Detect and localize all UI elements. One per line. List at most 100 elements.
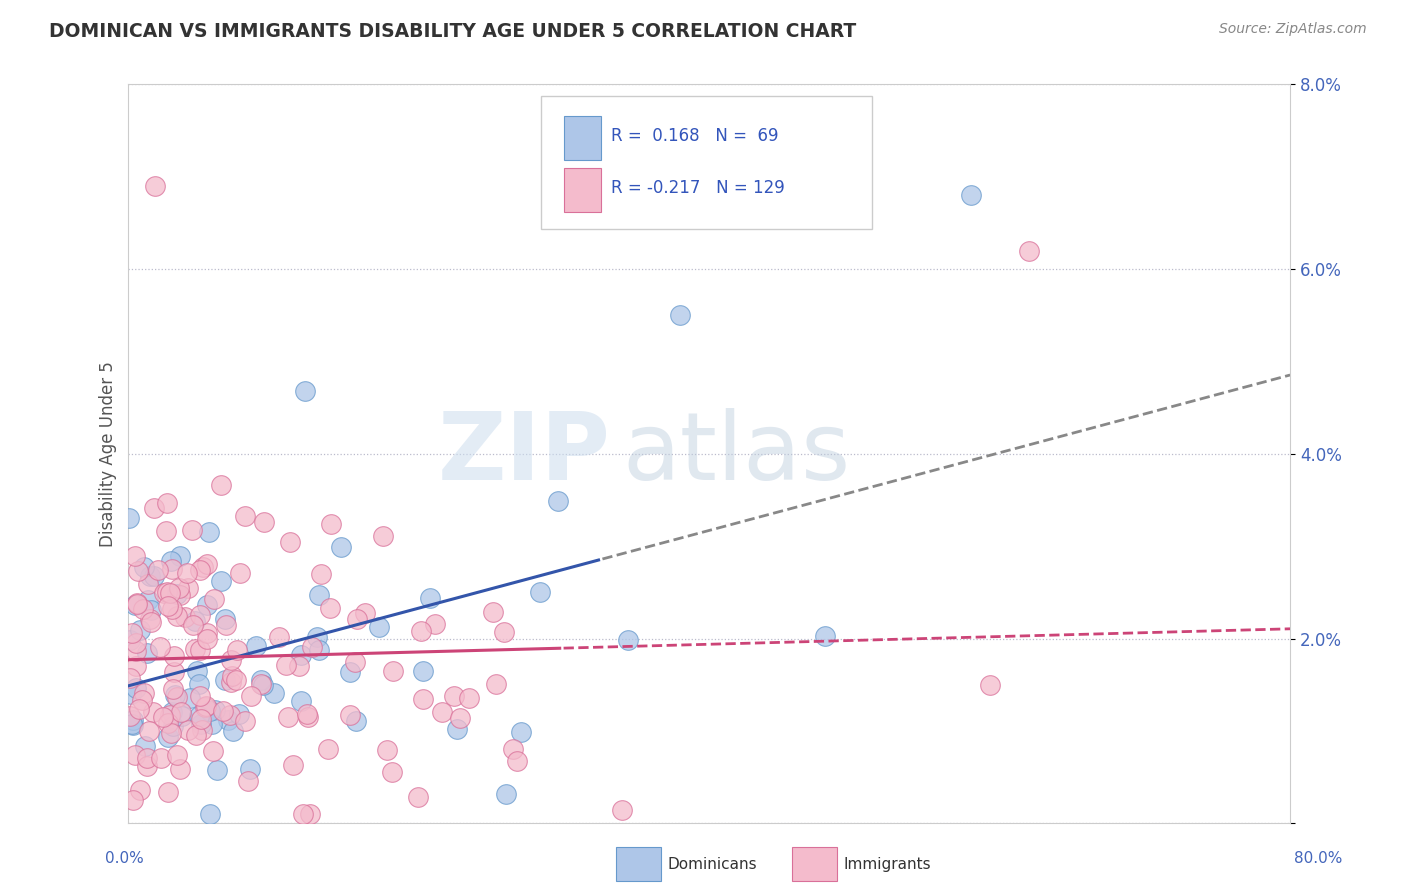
Point [160, 562, 183, 576]
Point [156, 584, 179, 599]
Point [228, 566, 250, 581]
Point [176, 582, 198, 596]
Point [156, 496, 179, 510]
Point [129, 782, 152, 797]
Point [239, 762, 262, 776]
Point [159, 708, 181, 723]
Point [458, 691, 481, 706]
Point [290, 648, 312, 662]
Point [202, 591, 225, 606]
Point [122, 713, 145, 727]
Point [225, 673, 247, 687]
Point [250, 677, 273, 691]
Point [177, 723, 200, 738]
Point [406, 789, 429, 804]
Point [170, 705, 193, 719]
Point [169, 762, 191, 776]
Point [252, 678, 274, 692]
Point [316, 742, 339, 756]
Point [156, 785, 179, 799]
Point [381, 664, 404, 678]
Point [131, 693, 153, 707]
Point [165, 688, 187, 702]
Point [278, 535, 301, 549]
Point [308, 588, 330, 602]
Point [198, 807, 221, 822]
Point [343, 655, 366, 669]
Point [143, 179, 166, 194]
Point [339, 665, 361, 679]
Point [155, 524, 177, 538]
Point [141, 602, 163, 616]
Point [135, 759, 157, 773]
Point [222, 723, 245, 738]
Point [139, 612, 162, 626]
Point [188, 563, 211, 577]
Point [162, 682, 184, 697]
Text: Dominicans: Dominicans [668, 857, 758, 871]
Point [156, 599, 179, 613]
Point [492, 625, 515, 640]
Point [120, 671, 142, 685]
Point [121, 716, 143, 731]
Point [143, 569, 166, 583]
Point [166, 608, 188, 623]
Point [263, 686, 285, 700]
Point [139, 568, 162, 582]
Text: ZIP: ZIP [437, 408, 610, 500]
Text: R = -0.217   N = 129: R = -0.217 N = 129 [610, 179, 785, 197]
Point [166, 587, 188, 601]
Point [124, 549, 146, 563]
Point [120, 632, 142, 647]
Point [669, 309, 692, 323]
Point [240, 690, 263, 704]
Point [163, 649, 186, 664]
Point [125, 596, 148, 610]
Text: atlas: atlas [621, 408, 851, 500]
Point [191, 723, 214, 738]
Point [181, 523, 204, 537]
Point [228, 706, 250, 721]
Point [301, 640, 323, 654]
Point [152, 710, 174, 724]
Point [194, 698, 217, 713]
Point [344, 714, 367, 728]
Point [412, 665, 434, 679]
Point [122, 793, 145, 807]
Point [157, 715, 180, 730]
Point [375, 743, 398, 757]
Point [354, 606, 377, 620]
Point [495, 787, 517, 801]
Text: 80.0%: 80.0% [1295, 851, 1343, 865]
Point [184, 641, 207, 656]
Point [226, 643, 249, 657]
Point [174, 610, 197, 624]
Point [190, 712, 212, 726]
Point [188, 643, 211, 657]
Point [146, 563, 169, 577]
Point [136, 592, 159, 607]
Point [249, 673, 271, 688]
Point [252, 516, 274, 530]
Point [219, 653, 242, 667]
Point [160, 602, 183, 616]
Point [308, 642, 330, 657]
Point [124, 747, 146, 762]
Point [128, 702, 150, 716]
Point [610, 803, 633, 817]
Point [813, 629, 835, 643]
Point [346, 612, 368, 626]
Point [979, 678, 1001, 692]
Point [267, 630, 290, 644]
Point [485, 677, 508, 691]
Point [233, 508, 256, 523]
Point [124, 644, 146, 658]
Point [290, 694, 312, 708]
Point [219, 708, 242, 723]
Point [547, 493, 569, 508]
Point [194, 699, 217, 714]
Point [221, 675, 243, 690]
Text: DOMINICAN VS IMMIGRANTS DISABILITY AGE UNDER 5 CORRELATION CHART: DOMINICAN VS IMMIGRANTS DISABILITY AGE U… [49, 22, 856, 41]
Point [529, 584, 551, 599]
Point [288, 659, 311, 673]
